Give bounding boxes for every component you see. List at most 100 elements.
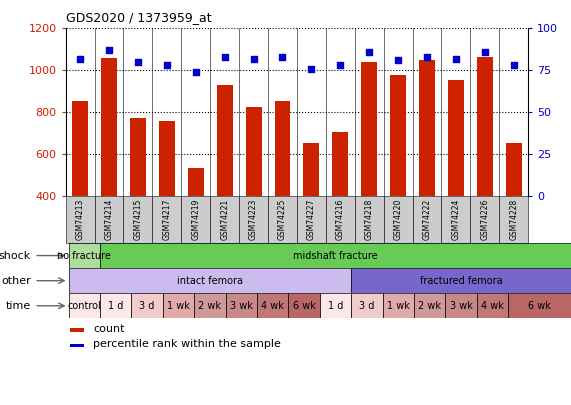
Bar: [70, 328, 84, 332]
Bar: [506, 143, 522, 281]
Text: fractured femora: fractured femora: [420, 276, 502, 286]
Point: [278, 54, 287, 60]
Text: 1 d: 1 d: [328, 301, 343, 311]
Point: [480, 49, 489, 55]
Point: [451, 55, 460, 62]
Text: GSM74214: GSM74214: [104, 199, 114, 240]
Text: midshaft fracture: midshaft fracture: [293, 251, 378, 260]
Text: 4 wk: 4 wk: [261, 301, 284, 311]
Text: time: time: [6, 301, 31, 311]
Point: [365, 49, 374, 55]
Bar: [163, 293, 194, 318]
Text: GSM74220: GSM74220: [393, 199, 403, 240]
Text: GSM74224: GSM74224: [452, 199, 460, 240]
Text: 1 wk: 1 wk: [387, 301, 410, 311]
Point: [509, 62, 518, 68]
Bar: [275, 101, 291, 281]
Bar: [508, 293, 571, 318]
Bar: [361, 62, 377, 281]
Bar: [101, 58, 117, 281]
Bar: [72, 101, 88, 281]
Point: [307, 66, 316, 72]
Text: GSM74213: GSM74213: [75, 199, 85, 240]
Bar: [441, 196, 471, 243]
Bar: [303, 143, 319, 281]
Bar: [477, 57, 493, 281]
Bar: [413, 196, 441, 243]
Text: percentile rank within the sample: percentile rank within the sample: [94, 339, 282, 349]
Point: [75, 55, 85, 62]
Bar: [100, 293, 131, 318]
Bar: [499, 196, 528, 243]
Text: GSM74217: GSM74217: [162, 199, 171, 240]
Bar: [414, 293, 445, 318]
Bar: [445, 293, 477, 318]
Point: [249, 55, 258, 62]
Bar: [268, 196, 297, 243]
Bar: [182, 196, 210, 243]
Bar: [355, 196, 384, 243]
Text: 1 d: 1 d: [108, 301, 123, 311]
Text: GSM74215: GSM74215: [134, 199, 142, 240]
Point: [134, 59, 143, 65]
Text: GSM74218: GSM74218: [365, 199, 373, 240]
Point: [220, 54, 229, 60]
Text: GDS2020 / 1373959_at: GDS2020 / 1373959_at: [66, 11, 211, 24]
Bar: [130, 117, 146, 281]
Point: [393, 57, 403, 64]
Bar: [152, 196, 182, 243]
Bar: [326, 196, 355, 243]
Text: 3 wk: 3 wk: [230, 301, 253, 311]
Text: GSM74223: GSM74223: [249, 199, 258, 240]
Bar: [351, 293, 383, 318]
Bar: [384, 196, 413, 243]
Bar: [69, 268, 351, 293]
Bar: [159, 121, 175, 281]
Bar: [66, 196, 95, 243]
Text: GSM74226: GSM74226: [480, 199, 489, 240]
Bar: [123, 196, 152, 243]
Text: 6 wk: 6 wk: [528, 301, 551, 311]
Bar: [239, 196, 268, 243]
Text: shock: shock: [0, 251, 31, 260]
Bar: [477, 293, 508, 318]
Text: GSM74222: GSM74222: [423, 199, 432, 240]
Bar: [69, 293, 100, 318]
Bar: [95, 196, 123, 243]
Point: [423, 54, 432, 60]
Text: 3 wk: 3 wk: [449, 301, 473, 311]
Bar: [70, 344, 84, 347]
Text: GSM74225: GSM74225: [278, 199, 287, 240]
Point: [336, 62, 345, 68]
Text: count: count: [94, 324, 125, 334]
Text: GSM74216: GSM74216: [336, 199, 345, 240]
Text: 3 d: 3 d: [359, 301, 375, 311]
Bar: [100, 243, 571, 268]
Text: 6 wk: 6 wk: [292, 301, 316, 311]
Text: GSM74221: GSM74221: [220, 199, 229, 240]
Bar: [194, 293, 226, 318]
Bar: [448, 80, 464, 281]
Bar: [210, 196, 239, 243]
Text: 1 wk: 1 wk: [167, 301, 190, 311]
Text: 2 wk: 2 wk: [198, 301, 222, 311]
Point: [104, 47, 114, 53]
Bar: [332, 132, 348, 281]
Point: [191, 69, 200, 75]
Bar: [246, 107, 262, 281]
Text: other: other: [1, 276, 31, 286]
Bar: [419, 60, 435, 281]
Text: GSM74219: GSM74219: [191, 199, 200, 240]
Text: GSM74228: GSM74228: [509, 199, 518, 240]
Bar: [217, 85, 232, 281]
Bar: [226, 293, 257, 318]
Bar: [188, 168, 204, 281]
Text: 3 d: 3 d: [139, 301, 155, 311]
Bar: [351, 268, 571, 293]
Text: 2 wk: 2 wk: [418, 301, 441, 311]
Text: no fracture: no fracture: [57, 251, 111, 260]
Point: [162, 62, 171, 68]
Bar: [288, 293, 320, 318]
Bar: [390, 75, 406, 281]
Bar: [297, 196, 326, 243]
